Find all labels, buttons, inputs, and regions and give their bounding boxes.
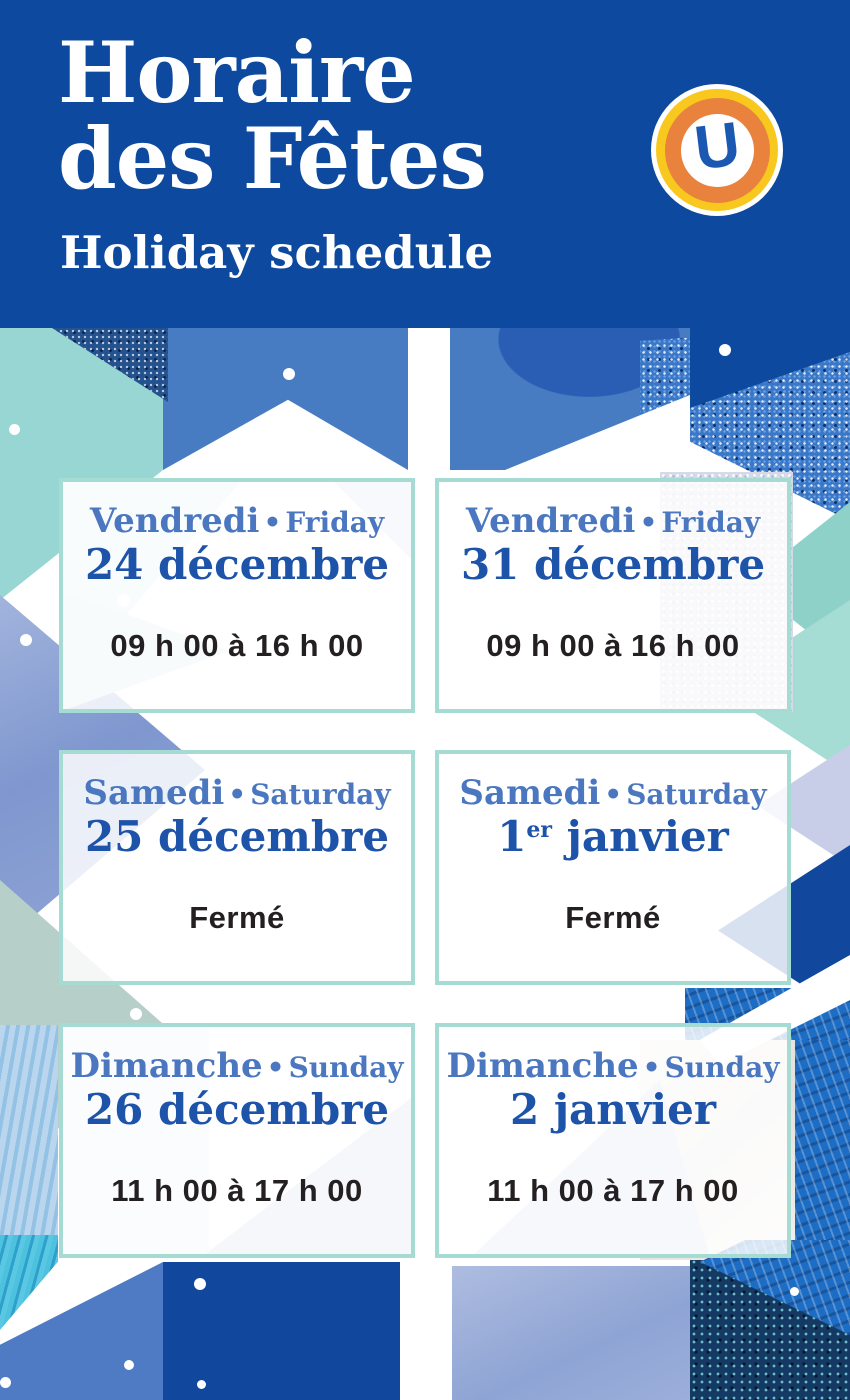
bullet-separator: • — [228, 778, 247, 811]
day-label-fr: Samedi — [83, 773, 225, 813]
snow-dot — [130, 1008, 142, 1020]
date-text: 2 janvier — [509, 1085, 716, 1134]
poster-title: Horaire des Fêtes — [58, 23, 487, 208]
day-label-en: Saturday — [250, 778, 391, 811]
card-date: 2 janvier — [439, 1089, 787, 1131]
wood-teal-left — [0, 1235, 58, 1330]
logo-letter: U — [690, 109, 744, 183]
card-day-line: Samedi • Saturday — [439, 776, 787, 810]
uniprix-logo: U — [651, 84, 783, 216]
bullet-separator: • — [266, 1051, 285, 1084]
card-day-line: Dimanche • Sunday — [63, 1049, 411, 1083]
card-date: 31 décembre — [439, 544, 787, 586]
snow-dot — [9, 424, 20, 435]
day-label-en: Saturday — [626, 778, 767, 811]
day-label-fr: Samedi — [459, 773, 601, 813]
date-text-suffix: janvier — [552, 812, 729, 861]
snow-dot — [197, 1380, 206, 1389]
logo-yellow-ring: U — [656, 89, 778, 211]
snow-dot — [20, 634, 32, 646]
day-label-en: Sunday — [664, 1051, 780, 1084]
card-hours: 11 h 00 à 17 h 00 — [111, 1173, 363, 1208]
day-label-fr: Dimanche — [446, 1046, 639, 1086]
date-text: 31 décembre — [460, 540, 766, 589]
schedule-card-sun-dec26: Dimanche • Sunday 26 décembre 11 h 00 à 17… — [59, 1023, 415, 1258]
day-label-fr: Vendredi — [465, 501, 636, 541]
schedule-card-sat-jan1: Samedi • Saturday 1er janvier Fermé — [435, 750, 791, 985]
schedule-card-fri-dec24: Vendredi • Friday 24 décembre 09 h 00 à 16… — [59, 478, 415, 713]
schedule-card-sat-dec25: Samedi • Saturday 25 décembre Fermé — [59, 750, 415, 985]
snow-dot — [719, 344, 731, 356]
bullet-separator: • — [263, 506, 282, 539]
card-day-line: Samedi • Saturday — [63, 776, 411, 810]
snow-dot — [790, 1287, 799, 1296]
card-hours: Fermé — [189, 900, 285, 935]
snow-dot — [0, 1377, 11, 1388]
card-day-line: Dimanche • Sunday — [439, 1049, 787, 1083]
date-text: 25 décembre — [84, 812, 390, 861]
day-label-en: Friday — [661, 506, 761, 539]
title-line-2: des Fêtes — [58, 108, 487, 208]
date-superscript: er — [526, 817, 553, 843]
streaks-strip-left — [0, 1025, 58, 1237]
card-hours: 09 h 00 à 16 h 00 — [486, 628, 740, 663]
schedule-card-sun-jan2: Dimanche • Sunday 2 janvier 11 h 00 à 17 h… — [435, 1023, 791, 1258]
card-day-line: Vendredi • Friday — [63, 504, 411, 538]
card-date: 24 décembre — [63, 544, 411, 586]
snow-dot — [124, 1360, 134, 1370]
date-text: 24 décembre — [84, 540, 390, 589]
title-line-1: Horaire — [58, 23, 416, 122]
snow-dot — [283, 368, 295, 380]
card-hours: Fermé — [565, 900, 661, 935]
date-text: 26 décembre — [84, 1085, 390, 1134]
day-label-en: Sunday — [288, 1051, 404, 1084]
day-label-fr: Vendredi — [89, 501, 260, 541]
bullet-separator: • — [642, 1051, 661, 1084]
card-date: 26 décembre — [63, 1089, 411, 1131]
bullet-separator: • — [604, 778, 623, 811]
poster-header: Horaire des Fêtes Holiday schedule U — [0, 0, 850, 328]
card-hours: 11 h 00 à 17 h 00 — [487, 1173, 739, 1208]
logo-orange-ring: U — [664, 97, 770, 203]
bottom-watercolor-tile — [452, 1266, 690, 1400]
cracked-strip-right — [793, 1040, 850, 1260]
schedule-card-fri-dec31: Vendredi • Friday 31 décembre 09 h 00 à 16… — [435, 478, 791, 713]
card-date: 1er janvier — [439, 816, 787, 858]
snow-dot — [194, 1278, 206, 1290]
card-hours: 09 h 00 à 16 h 00 — [110, 628, 364, 663]
day-label-fr: Dimanche — [70, 1046, 263, 1086]
card-day-line: Vendredi • Friday — [439, 504, 787, 538]
day-label-en: Friday — [285, 506, 385, 539]
card-date: 25 décembre — [63, 816, 411, 858]
bullet-separator: • — [639, 506, 658, 539]
date-text: 1 — [497, 812, 527, 861]
logo-inner-circle: U — [680, 109, 754, 187]
poster-subtitle: Holiday schedule — [60, 226, 494, 279]
